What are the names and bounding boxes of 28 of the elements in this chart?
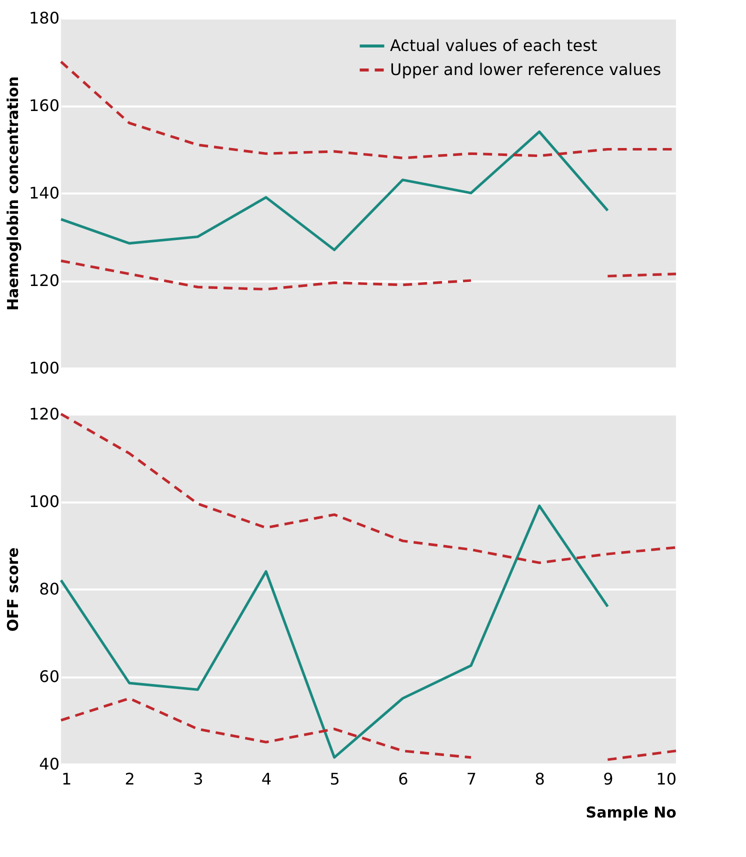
legend-label: Upper and lower reference values xyxy=(390,60,662,79)
y-tick-label: 120 xyxy=(28,271,60,290)
x-tick-label: 9 xyxy=(603,770,614,788)
y-axis-title: OFF score xyxy=(4,547,22,632)
y-tick-label: 100 xyxy=(28,492,60,511)
y-tick-label: 60 xyxy=(39,667,60,686)
x-tick-label: 5 xyxy=(330,770,340,788)
line-series xyxy=(60,504,609,759)
y-tick-label: 40 xyxy=(39,754,60,774)
x-tick-label: 3 xyxy=(193,770,204,788)
x-tick-label: 10 xyxy=(656,770,676,788)
y-axis-title: Haemoglobin concentration xyxy=(4,76,22,311)
x-tick-label: 8 xyxy=(534,770,545,788)
x-axis-title: Sample No xyxy=(586,804,676,822)
y-tick-label: 180 xyxy=(28,8,60,28)
x-tick-label: 7 xyxy=(466,770,477,788)
line-series xyxy=(60,412,678,564)
legend-label: Actual values of each test xyxy=(390,36,598,55)
line-series xyxy=(60,130,609,252)
x-tick-label: 1 xyxy=(62,770,72,788)
x-tick-label: 2 xyxy=(124,770,135,788)
x-tick-label: 6 xyxy=(398,770,408,788)
y-tick-label: 120 xyxy=(28,404,60,424)
y-tick-label: 160 xyxy=(28,96,60,115)
y-tick-label: 100 xyxy=(28,358,60,378)
x-tick-label: 4 xyxy=(261,770,272,788)
y-tick-label: 140 xyxy=(28,184,60,202)
y-tick-label: 80 xyxy=(39,580,60,598)
